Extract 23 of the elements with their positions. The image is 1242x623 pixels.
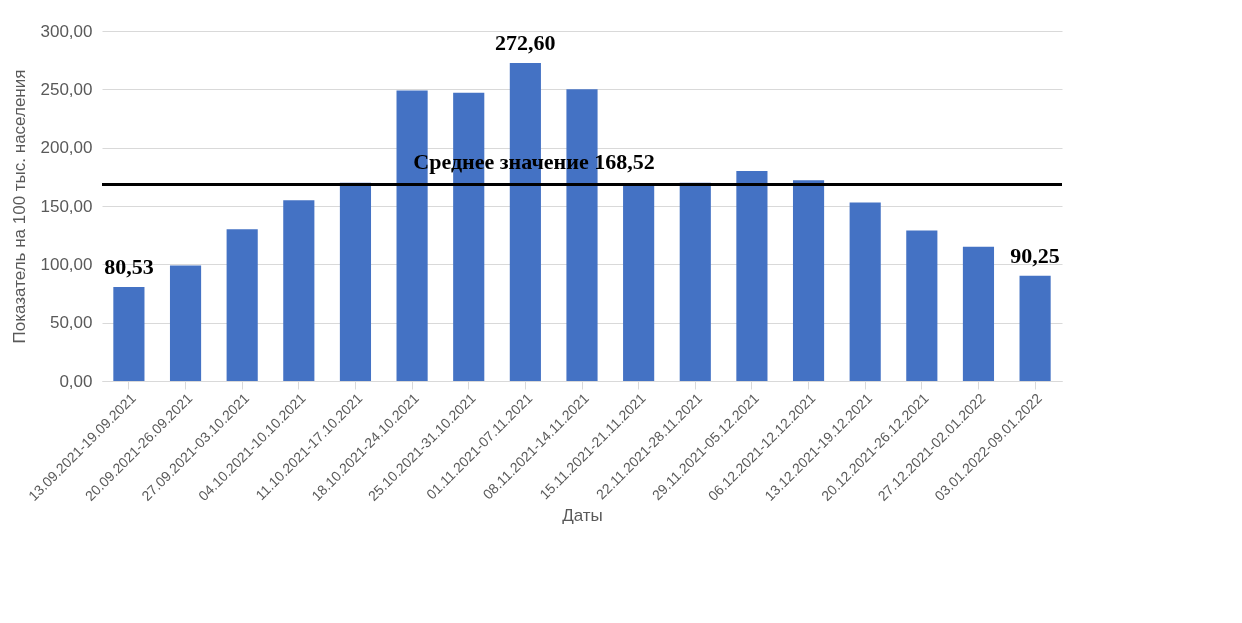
bar: [962, 246, 995, 381]
data-label: 272,60: [495, 29, 556, 55]
bar: [226, 229, 258, 381]
y-tick-label: 100,00: [40, 254, 93, 274]
bar: [792, 180, 825, 381]
bar: [169, 265, 202, 381]
bar: [623, 185, 655, 381]
y-tick-label: 50,00: [49, 313, 93, 333]
bar: [849, 202, 881, 381]
y-axis-title: Показатель на 100 тыс. населения: [9, 69, 29, 344]
data-label: 90,25: [1010, 242, 1060, 268]
x-axis-title: Даты: [562, 505, 603, 525]
y-tick-label: 300,00: [40, 21, 93, 41]
y-tick-label: 0,00: [59, 371, 93, 391]
data-label: 80,53: [104, 254, 154, 280]
bar: [1019, 275, 1051, 381]
bar: [736, 171, 768, 381]
bar: [283, 200, 315, 381]
y-tick-label: 250,00: [40, 79, 93, 99]
y-tick-label: 200,00: [40, 138, 93, 158]
bar: [906, 230, 938, 381]
bar: [113, 287, 145, 381]
y-tick-label: 150,00: [40, 196, 93, 216]
